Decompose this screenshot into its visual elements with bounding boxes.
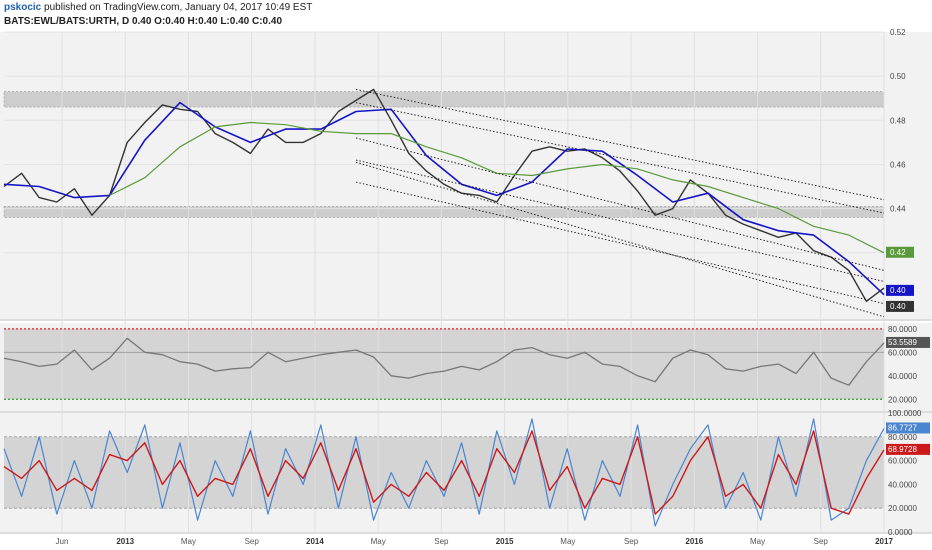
publish-text: published on TradingView.com, January 04…: [44, 2, 313, 13]
rsi-tick-label: 80.0000: [888, 325, 917, 334]
trend-channel-line: [355, 181, 885, 304]
trend-channel-line: [355, 102, 885, 214]
rsi-tick-label: 20.0000: [888, 395, 917, 404]
x-tick-label: May: [371, 537, 386, 546]
trend-channel-line: [355, 88, 885, 201]
x-tick-label: May: [750, 537, 765, 546]
chart-header: pskocic published on TradingView.com, Ja…: [0, 0, 932, 30]
trend-channel-line: [355, 159, 885, 282]
stoch-tick-label: 0.0000: [888, 528, 913, 537]
stoch-value-tag: [886, 422, 930, 434]
author-link[interactable]: pskocic: [4, 2, 42, 13]
rsi-value-label: 53.5589: [888, 338, 917, 347]
price-series-ma_fast: [3, 101, 885, 296]
price-series-ma_slow: [109, 121, 885, 254]
stoch-tick-label: 100.0000: [888, 409, 922, 418]
y-tick-label: 0.48: [890, 116, 906, 125]
x-tick-label: 2015: [496, 537, 514, 546]
x-tick-label: 2013: [116, 537, 134, 546]
x-tick-label: Sep: [814, 537, 829, 546]
pane-background-price: [0, 32, 932, 319]
stoch-k-line: [3, 418, 885, 527]
x-tick-label: Sep: [245, 537, 260, 546]
trend-channel-line: [355, 161, 885, 318]
support-resistance-zone: [3, 91, 885, 108]
price-tag-label: 0.42: [890, 248, 906, 257]
rsi-band: [4, 328, 884, 400]
y-tick-label: 0.50: [890, 72, 906, 81]
rsi-tick-label: 60.0000: [888, 348, 917, 357]
y-tick-label: 0.46: [890, 160, 906, 169]
stoch-tick-label: 20.0000: [888, 504, 917, 513]
rsi-tick-label: 40.0000: [888, 372, 917, 381]
price-tag: [886, 246, 914, 258]
rsi-line: [3, 337, 885, 386]
x-tick-label: May: [181, 537, 196, 546]
publish-info: pskocic published on TradingView.com, Ja…: [4, 2, 312, 13]
price-tag: [886, 300, 914, 312]
stoch-tick-label: 60.0000: [888, 457, 917, 466]
x-tick-label: 2014: [306, 537, 324, 546]
support-resistance-zone: [3, 206, 885, 218]
price-tag-label: 0.40: [890, 286, 906, 295]
x-tick-label: 2016: [685, 537, 703, 546]
symbol-ohlc-line: BATS:EWL/BATS:URTH, D 0.40 O:0.40 H:0.40…: [4, 16, 283, 27]
price-tag-label: 0.40: [890, 302, 906, 311]
x-tick-label: May: [560, 537, 575, 546]
stoch-d-line: [3, 430, 885, 515]
x-tick-label: Jun: [56, 537, 69, 546]
stoch-tick-label: 40.0000: [888, 480, 917, 489]
x-tick-label: Sep: [624, 537, 639, 546]
stoch-tick-label: 80.0000: [888, 433, 917, 442]
price-series-price: [3, 88, 885, 302]
rsi-value-tag: [886, 336, 930, 348]
stoch-value-label: 86.7727: [888, 423, 917, 432]
stoch-value-tag: [886, 443, 930, 455]
x-tick-label: Sep: [434, 537, 449, 546]
y-tick-label: 0.44: [890, 205, 906, 214]
y-tick-label: 0.52: [890, 28, 906, 37]
price-tag: [886, 284, 914, 296]
x-tick-label: 2017: [875, 537, 893, 546]
stoch-value-label: 68.9728: [888, 445, 917, 454]
